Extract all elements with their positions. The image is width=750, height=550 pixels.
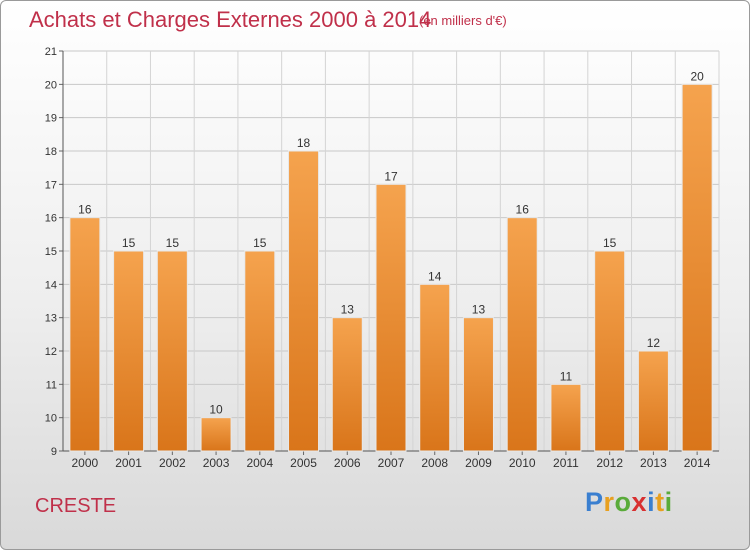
value-label: 20	[690, 69, 704, 83]
value-label: 15	[122, 236, 136, 250]
bar	[288, 150, 320, 452]
logo-letter: t	[655, 487, 665, 517]
y-tick-label: 9	[51, 446, 57, 458]
x-tick-label: 2000	[72, 456, 99, 470]
bar	[681, 83, 713, 452]
x-tick-label: 2012	[596, 456, 623, 470]
value-label: 15	[603, 236, 617, 250]
value-label: 17	[384, 169, 398, 183]
x-tick-label: 2009	[465, 456, 492, 470]
y-tick-label: 20	[45, 79, 57, 91]
value-label: 16	[78, 203, 92, 217]
x-tick-label: 2014	[684, 456, 711, 470]
bar	[200, 417, 232, 452]
unit-label: (en milliers d'€)	[419, 13, 507, 28]
x-tick-label: 2005	[290, 456, 317, 470]
x-tick-label: 2006	[334, 456, 361, 470]
logo-letter: i	[647, 487, 656, 517]
y-tick-label: 14	[45, 279, 57, 291]
bar	[69, 217, 101, 452]
value-label: 15	[253, 236, 267, 250]
bar	[113, 250, 145, 452]
value-label: 14	[428, 269, 442, 283]
x-tick-label: 2013	[640, 456, 667, 470]
x-tick-label: 2010	[509, 456, 536, 470]
x-tick-label: 2001	[115, 456, 142, 470]
y-tick-label: 21	[45, 46, 57, 58]
value-label: 16	[516, 203, 530, 217]
x-tick-label: 2007	[378, 456, 405, 470]
y-tick-label: 15	[45, 246, 57, 258]
bar	[419, 283, 451, 452]
value-label: 11	[560, 369, 573, 383]
bar	[637, 350, 669, 452]
x-tick-label: 2002	[159, 456, 186, 470]
commune-name: CRESTE	[35, 495, 117, 517]
chart-title: Achats et Charges Externes 2000 à 2014	[29, 7, 432, 32]
logo-letter: r	[603, 487, 615, 517]
bar	[244, 250, 276, 452]
x-tick-label: 2011	[553, 456, 579, 470]
bar	[462, 317, 494, 452]
y-tick-label: 17	[45, 179, 57, 191]
bar	[550, 383, 582, 452]
y-tick-label: 12	[45, 346, 57, 358]
x-tick-label: 2003	[203, 456, 230, 470]
value-label: 18	[297, 136, 311, 150]
logo-letter: x	[631, 487, 648, 517]
y-tick-label: 10	[45, 413, 57, 425]
bar	[331, 317, 363, 452]
logo-letter: o	[614, 487, 632, 517]
bar	[375, 183, 407, 452]
value-label: 12	[647, 336, 661, 350]
y-tick-label: 18	[45, 146, 57, 158]
x-tick-label: 2004	[246, 456, 273, 470]
value-label: 13	[472, 303, 486, 317]
value-label: 15	[166, 236, 180, 250]
bar	[594, 250, 626, 452]
y-tick-label: 11	[46, 379, 57, 391]
logo-letter: i	[664, 487, 673, 517]
logo-letter: P	[585, 487, 604, 517]
y-tick-label: 19	[45, 113, 57, 125]
bar	[506, 217, 538, 452]
x-tick-label: 2008	[421, 456, 448, 470]
bar	[156, 250, 188, 452]
y-tick-label: 13	[45, 313, 57, 325]
y-tick-label: 16	[45, 213, 57, 225]
proxiti-logo: Proxiti	[585, 487, 673, 518]
value-label: 10	[209, 403, 223, 417]
value-label: 13	[341, 303, 355, 317]
